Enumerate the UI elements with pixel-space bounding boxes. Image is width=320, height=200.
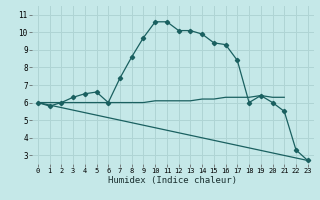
X-axis label: Humidex (Indice chaleur): Humidex (Indice chaleur) [108, 176, 237, 185]
